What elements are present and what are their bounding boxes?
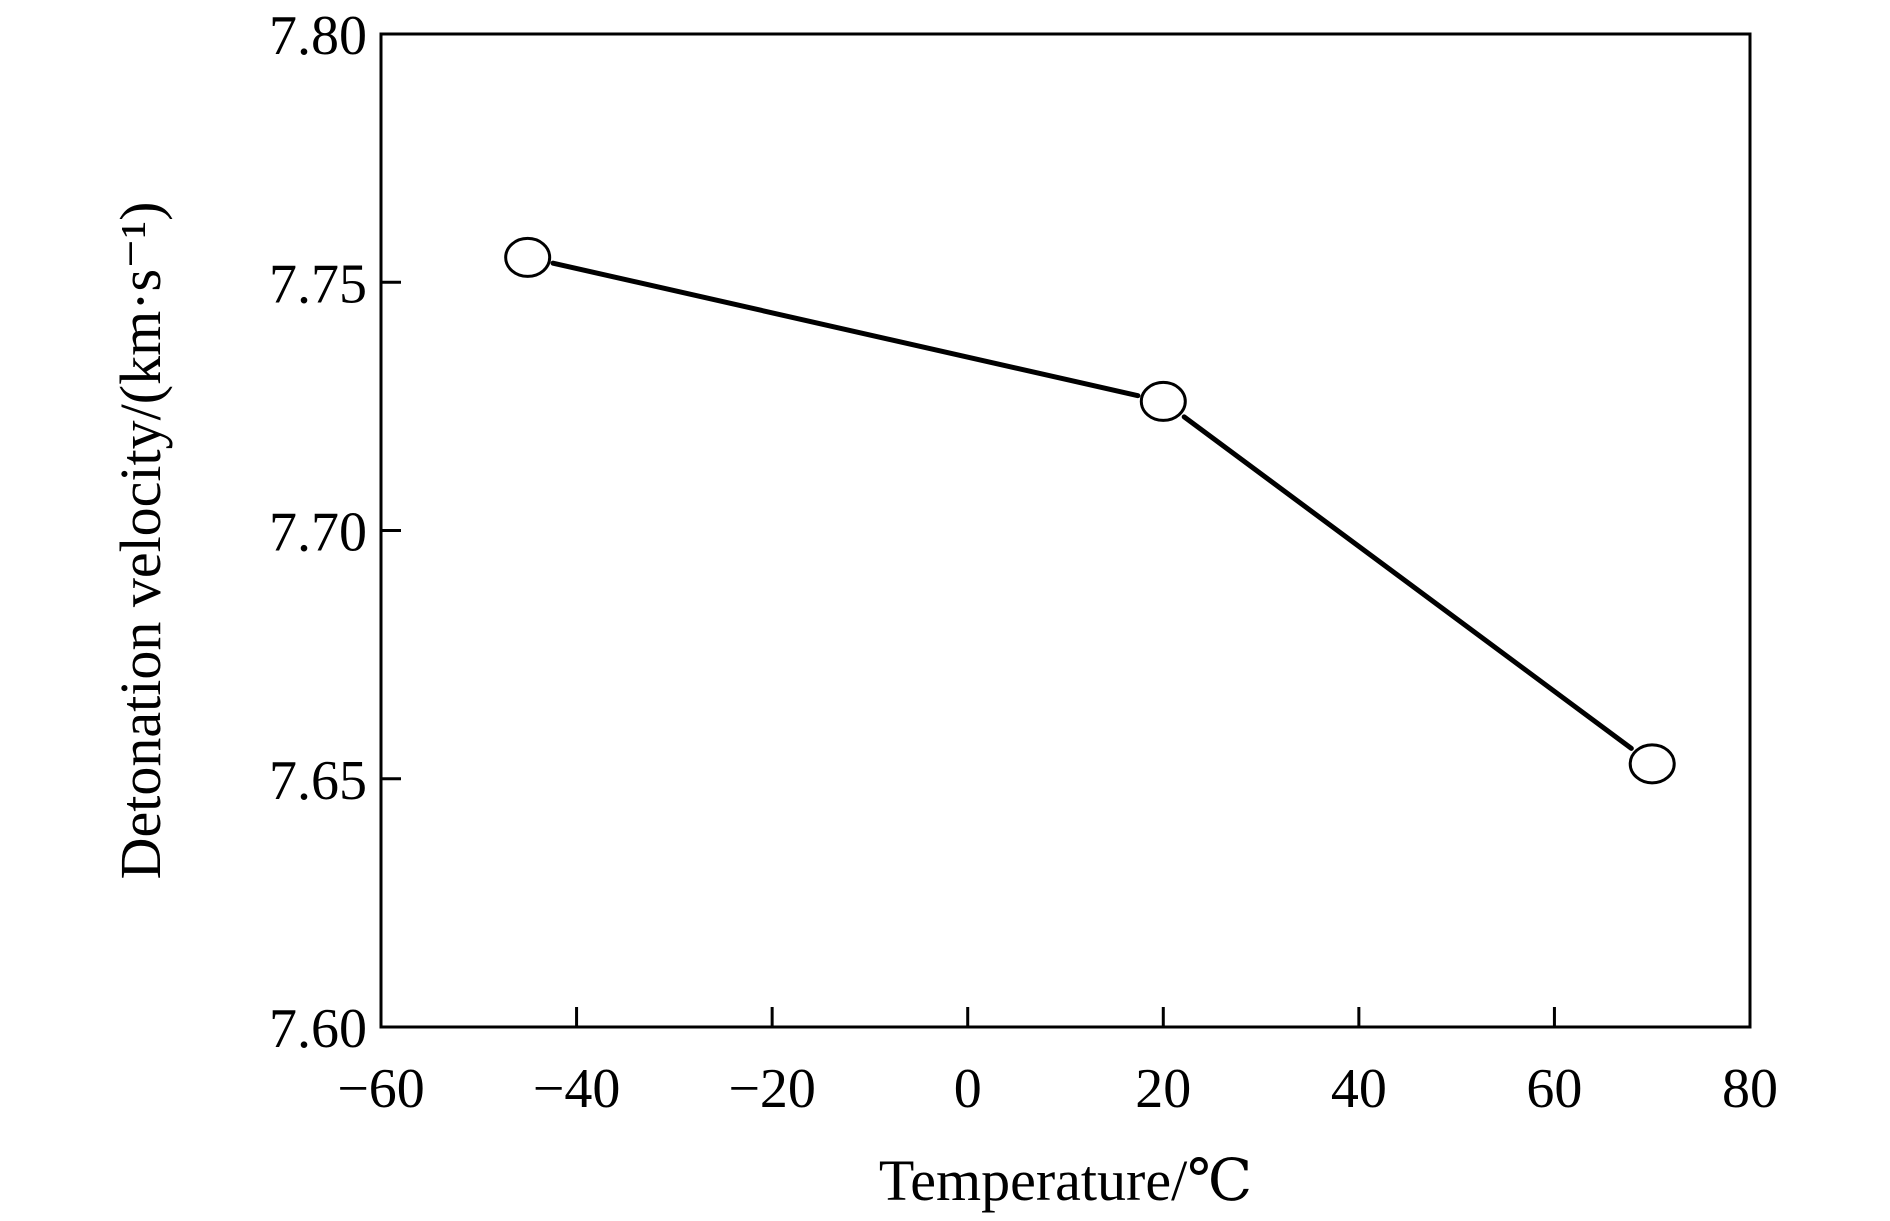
series-line-segment — [550, 260, 1141, 399]
x-tick-label: 80 — [1722, 1058, 1778, 1120]
ticks-layer: −60 −40 −20 0 20 40 60 80 7.60 7.65 7.70 7.75 7.80 — [269, 5, 1778, 1120]
x-tick-label: 20 — [1135, 1058, 1191, 1120]
data-point — [504, 236, 552, 278]
x-axis-label: Temperature/℃ — [879, 1148, 1252, 1213]
series-line-segment — [1181, 414, 1634, 751]
x-tick-label: 40 — [1331, 1058, 1387, 1120]
y-axis-label: Detonation velocity/(km·s⁻¹) — [108, 202, 173, 880]
x-tick-label: 0 — [954, 1058, 982, 1120]
data-point — [1628, 743, 1676, 785]
labels-layer: Temperature/℃ Detonation velocity/(km·s⁻… — [108, 202, 1252, 1213]
plot-frame — [379, 32, 1752, 1029]
x-tick-label: −20 — [728, 1058, 816, 1120]
y-tick-label: 7.65 — [269, 750, 367, 812]
data-point — [1139, 380, 1187, 422]
y-tick-label: 7.70 — [269, 502, 367, 564]
y-tick-label: 7.80 — [269, 5, 367, 67]
x-tick-label: −40 — [533, 1058, 621, 1120]
y-tick-label: 7.60 — [269, 998, 367, 1060]
x-tick-label: 60 — [1526, 1058, 1582, 1120]
series-layer — [504, 236, 1676, 785]
x-tick-label: −60 — [337, 1058, 425, 1120]
y-tick-label: 7.75 — [269, 253, 367, 315]
